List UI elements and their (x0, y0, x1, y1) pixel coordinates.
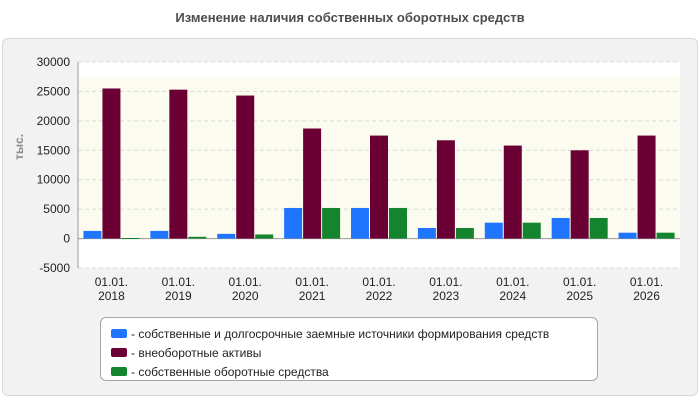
bar-2-2018 (102, 88, 121, 239)
y-tick-label: 15000 (37, 143, 71, 157)
legend-item-noncurrent-assets: - внеоборотные активы (111, 343, 597, 362)
y-axis-label: тыс. (12, 133, 26, 160)
y-tick-label: 20000 (37, 114, 71, 128)
bar-2-2023 (436, 140, 455, 239)
legend-item-sources: - собственные и долгосрочные заемные ист… (111, 324, 597, 343)
y-tick-label: 5000 (43, 202, 70, 216)
bar-2-2021 (303, 128, 322, 239)
x-tick-label: 01.01. (429, 275, 462, 289)
x-tick-label: 01.01. (162, 275, 195, 289)
bar-2-2022 (370, 135, 388, 239)
bar-3-2019 (188, 236, 207, 239)
x-tick-label: 01.01. (229, 275, 262, 289)
bar-3-2018 (121, 237, 140, 239)
bar-3-2024 (522, 222, 541, 239)
chart-legend: - собственные и долгосрочные заемные ист… (100, 317, 598, 381)
bar-1-2021 (284, 207, 303, 239)
bar-3-2021 (322, 207, 341, 239)
y-tick-label: 25000 (37, 84, 71, 98)
bar-2-2020 (236, 95, 255, 239)
legend-swatch-working-capital (111, 367, 127, 376)
bar-2-2025 (570, 150, 589, 239)
bar-1-2020 (217, 233, 236, 239)
bar-3-2020 (255, 234, 274, 239)
y-tick-label: 0 (63, 232, 70, 246)
x-tick-label: 01.01. (295, 275, 328, 289)
legend-label-sources: - собственные и долгосрочные заемные ист… (131, 326, 550, 341)
bar-1-2025 (551, 217, 570, 239)
bar-1-2026 (618, 232, 637, 239)
bar-1-2023 (417, 227, 436, 239)
legend-label-working-capital: - собственные оборотные средства (131, 364, 329, 379)
x-tick-label-year: 2026 (633, 289, 660, 303)
x-tick-label: 01.01. (362, 275, 395, 289)
bar-3-2023 (455, 227, 474, 239)
bar-2-2019 (169, 89, 188, 239)
legend-label-noncurrent-assets: - внеоборотные активы (131, 345, 262, 360)
bar-2-2024 (503, 145, 522, 239)
bar-3-2022 (389, 207, 407, 239)
y-tick-label: 30000 (37, 55, 71, 69)
bar-1-2019 (150, 230, 169, 239)
x-tick-label: 01.01. (563, 275, 596, 289)
y-tick-label: -5000 (39, 261, 70, 275)
x-tick-label: 01.01. (496, 275, 529, 289)
chart-title: Изменение наличия собственных оборотных … (175, 10, 525, 25)
bar-2-2026 (637, 135, 656, 239)
bar-1-2018 (83, 230, 102, 239)
bar-3-2026 (656, 232, 675, 239)
x-tick-label: 01.01. (95, 275, 128, 289)
legend-swatch-noncurrent-assets (111, 348, 127, 357)
x-tick-label-year: 2018 (98, 289, 125, 303)
x-tick-label-year: 2024 (499, 289, 526, 303)
x-tick-label-year: 2019 (165, 289, 192, 303)
bar-1-2024 (484, 222, 503, 239)
bar-3-2025 (589, 217, 608, 239)
x-tick-label-year: 2022 (366, 289, 393, 303)
y-tick-label: 10000 (37, 173, 71, 187)
bar-1-2022 (351, 207, 369, 239)
x-tick-label-year: 2021 (299, 289, 326, 303)
x-tick-label-year: 2025 (566, 289, 593, 303)
x-tick-label: 01.01. (630, 275, 663, 289)
x-tick-label-year: 2023 (433, 289, 460, 303)
legend-swatch-sources (111, 329, 127, 338)
legend-item-working-capital: - собственные оборотные средства (111, 362, 597, 381)
x-tick-label-year: 2020 (232, 289, 259, 303)
